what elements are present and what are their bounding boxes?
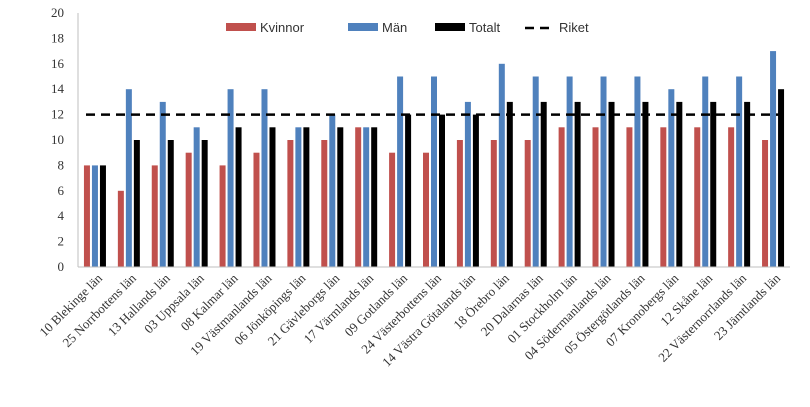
bar-kvinnor-12 (490, 140, 497, 267)
bar-män-7 (329, 114, 336, 267)
bar-män-8 (363, 127, 370, 267)
bar-totalt-7 (337, 127, 344, 267)
bar-totalt-5 (269, 127, 276, 267)
bar-kvinnor-1 (117, 190, 124, 267)
bar-män-3 (193, 127, 200, 267)
legend-swatch-män (348, 23, 378, 31)
bar-kvinnor-4 (219, 165, 226, 267)
bar-totalt-12 (506, 101, 513, 268)
bar-totalt-6 (303, 127, 310, 267)
y-tick-label: 2 (58, 234, 65, 249)
bar-kvinnor-10 (423, 152, 429, 267)
legend-label: Riket (559, 20, 589, 35)
bar-totalt-2 (167, 140, 174, 267)
bar-män-15 (600, 76, 607, 267)
bar-kvinnor-0 (83, 165, 90, 267)
bar-totalt-13 (540, 101, 547, 268)
bar-totalt-17 (676, 101, 683, 268)
y-tick-label: 10 (51, 132, 64, 147)
bar-totalt-15 (608, 101, 615, 268)
bar-män-18 (702, 76, 709, 267)
bar-män-6 (295, 127, 302, 267)
bar-totalt-19 (744, 101, 751, 268)
bar-kvinnor-13 (524, 140, 531, 267)
bar-totalt-14 (574, 101, 581, 268)
bar-kvinnor-15 (592, 127, 599, 267)
bar-män-10 (431, 76, 437, 267)
y-tick-label: 0 (58, 259, 65, 274)
bar-män-19 (736, 76, 743, 267)
bar-män-17 (668, 89, 675, 267)
bar-män-0 (91, 165, 98, 267)
bar-män-2 (159, 101, 166, 268)
bar-totalt-4 (235, 127, 242, 267)
bar-män-1 (125, 89, 132, 267)
bar-kvinnor-14 (558, 127, 565, 267)
y-tick-label: 12 (51, 107, 64, 122)
y-axis: 0 2 4 6 8 10 12 14 16 18 20 (51, 5, 79, 274)
bar-män-16 (634, 76, 641, 267)
bar-män-5 (261, 89, 268, 267)
y-tick-label: 16 (51, 56, 65, 71)
bar-kvinnor-20 (762, 140, 769, 267)
y-tick-label: 14 (51, 81, 65, 96)
bar-totalt-1 (133, 140, 140, 267)
legend-swatch-totalt (435, 23, 465, 31)
bar-män-12 (498, 63, 505, 267)
legend: Kvinnor Män Totalt Riket (226, 20, 589, 35)
bar-kvinnor-7 (321, 140, 328, 267)
bar-kvinnor-16 (626, 127, 633, 267)
bar-män-11 (464, 101, 471, 268)
bar-kvinnor-3 (185, 152, 192, 267)
bar-män-13 (532, 76, 539, 267)
bar-män-4 (227, 89, 234, 267)
legend-label: Totalt (469, 20, 500, 35)
bar-kvinnor-5 (253, 152, 260, 267)
y-tick-label: 20 (51, 5, 64, 20)
y-tick-label: 8 (58, 157, 65, 172)
bar-totalt-11 (472, 114, 479, 267)
y-tick-label: 6 (58, 183, 65, 198)
bar-män-20 (770, 51, 777, 267)
bar-totalt-10 (439, 114, 445, 267)
bar-kvinnor-6 (287, 140, 294, 267)
bar-kvinnor-17 (660, 127, 667, 267)
y-tick-label: 4 (58, 208, 65, 223)
bar-totalt-8 (371, 127, 378, 267)
bar-totalt-9 (405, 114, 412, 267)
bar-män-14 (566, 76, 573, 267)
bar-totalt-20 (778, 89, 785, 267)
legend-label: Män (382, 20, 407, 35)
bar-kvinnor-9 (389, 152, 396, 267)
bar-män-9 (397, 76, 404, 267)
bar-kvinnor-19 (728, 127, 735, 267)
legend-swatch-kvinnor (226, 23, 256, 31)
bar-kvinnor-11 (456, 140, 463, 267)
bar-kvinnor-18 (694, 127, 701, 267)
bar-totalt-3 (201, 140, 208, 267)
y-tick-label: 18 (51, 30, 64, 45)
bar-totalt-0 (99, 165, 106, 267)
bar-totalt-18 (710, 101, 717, 268)
bar-totalt-16 (642, 101, 649, 268)
legend-label: Kvinnor (260, 20, 305, 35)
bar-kvinnor-2 (151, 165, 158, 267)
bars (83, 51, 785, 268)
bar-kvinnor-8 (355, 127, 362, 267)
